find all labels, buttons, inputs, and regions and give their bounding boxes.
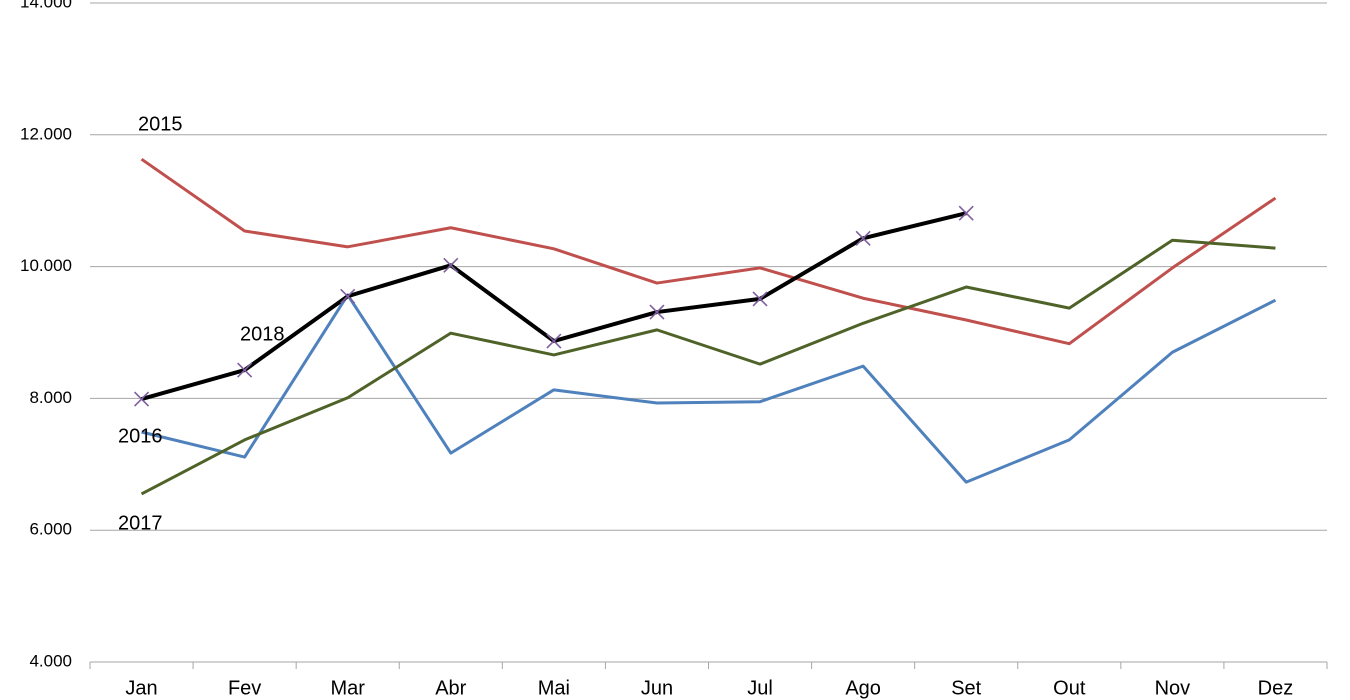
- x-tick-label: Mai: [538, 677, 570, 699]
- x-tick-label: Abr: [435, 677, 466, 699]
- marker: [752, 291, 768, 307]
- series-line: [141, 211, 967, 401]
- series-label: 2018: [240, 323, 285, 345]
- marker: [855, 230, 871, 246]
- x-tick-label: Ago: [845, 677, 881, 699]
- marker: [133, 391, 150, 407]
- y-tick-label: 6.000: [29, 520, 72, 539]
- series-label: 2016: [118, 425, 163, 447]
- series-line: [140, 238, 1276, 496]
- x-tick-label: Jul: [747, 677, 773, 699]
- marker: [649, 304, 665, 320]
- y-tick-label: 4.000: [29, 651, 72, 670]
- marker: [958, 205, 974, 221]
- x-tick-label: Jun: [641, 677, 673, 699]
- marker: [237, 362, 253, 378]
- x-tick-label: Jan: [125, 677, 157, 699]
- x-tick-label: Set: [951, 677, 981, 699]
- x-tick-label: Dez: [1258, 677, 1294, 699]
- marker: [340, 288, 356, 304]
- y-tick-label: 12.000: [20, 124, 72, 143]
- y-tick-label: 8.000: [29, 388, 72, 407]
- series-line: [140, 157, 1277, 346]
- series-label: 2017: [118, 512, 163, 534]
- x-tick-label: Nov: [1155, 677, 1191, 699]
- x-tick-label: Out: [1053, 677, 1086, 699]
- marker: [546, 333, 562, 349]
- y-tick-label: 14.000: [20, 0, 72, 11]
- series-label: 2015: [138, 113, 183, 135]
- y-tick-label: 10.000: [20, 256, 72, 275]
- x-tick-label: Fev: [228, 677, 261, 699]
- series-line: [141, 293, 1277, 484]
- marker: [443, 257, 459, 273]
- x-tick-label: Mar: [330, 677, 365, 699]
